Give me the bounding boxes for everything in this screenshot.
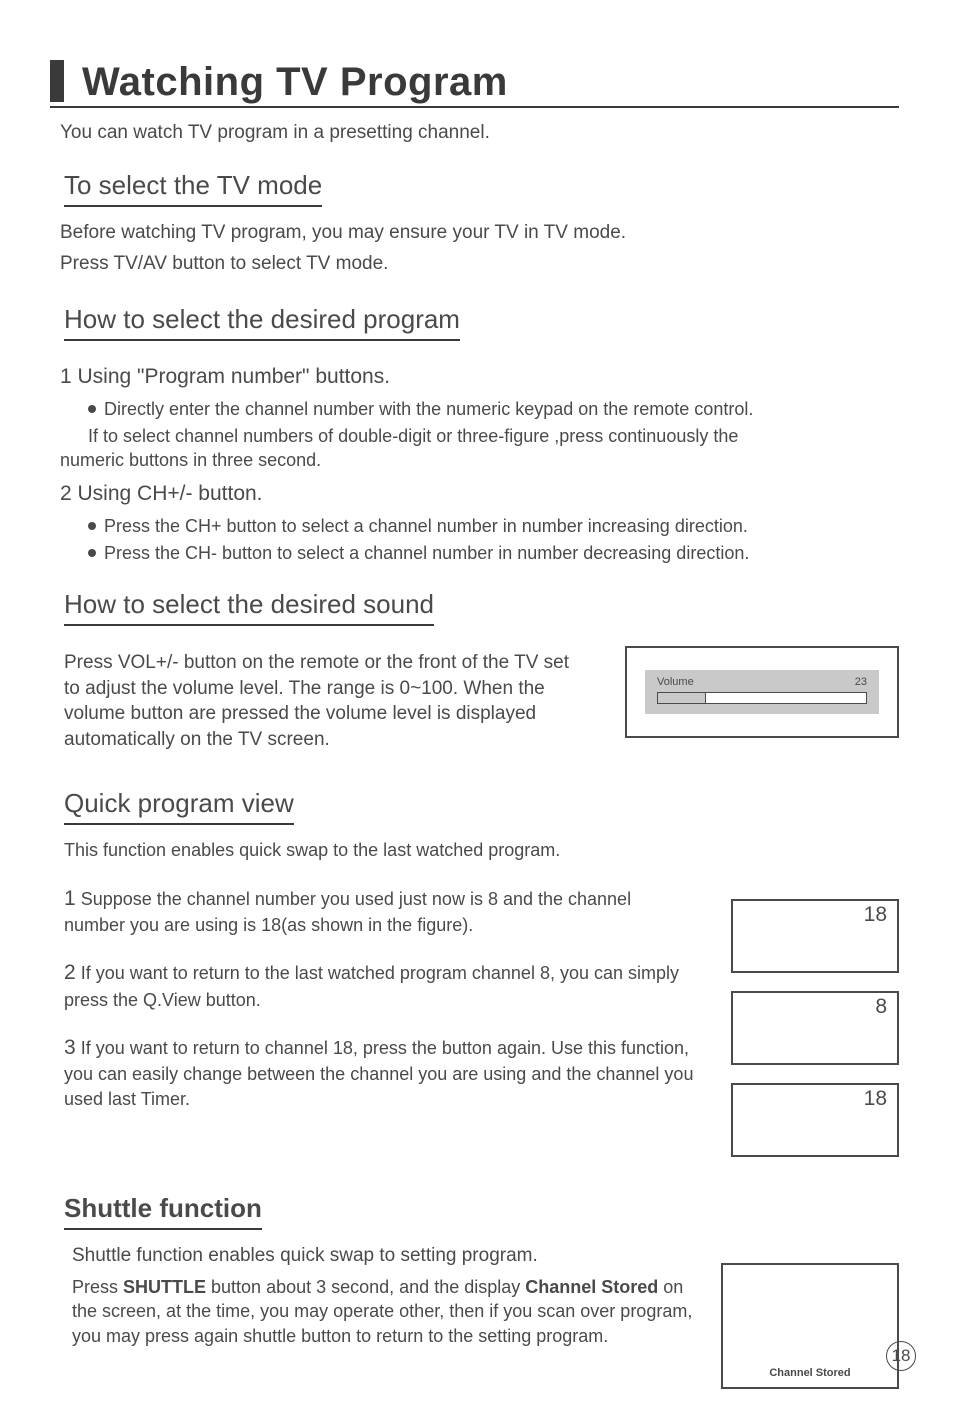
quickview-step-1-num: 1 bbox=[64, 887, 76, 910]
volume-label: Volume bbox=[657, 676, 694, 688]
program-step1-bullet: Directly enter the channel number with t… bbox=[88, 397, 899, 421]
shuttle-body: Press SHUTTLE button about 3 second, and… bbox=[72, 1275, 695, 1348]
section-heading-mode: To select the TV mode bbox=[64, 170, 322, 207]
program-step2-title: 2 Using CH+/- button. bbox=[60, 482, 899, 506]
volume-value: 23 bbox=[855, 676, 867, 688]
quickview-fig-2: 8 bbox=[731, 991, 899, 1065]
quickview-fig-2-channel: 8 bbox=[875, 995, 887, 1019]
quickview-step-3-text: If you want to return to channel 18, pre… bbox=[64, 1038, 693, 1109]
program-step2-bullet-2-text: Press the CH- button to select a channel… bbox=[104, 541, 749, 565]
quickview-step-3: 3 If you want to return to channel 18, p… bbox=[64, 1034, 695, 1111]
quickview-step-2-text: If you want to return to the last watche… bbox=[64, 963, 679, 1009]
volume-figure: Volume 23 bbox=[625, 646, 899, 738]
quickview-text: This function enables quick swap to the … bbox=[64, 839, 695, 1111]
shuttle-figure: Channel Stored bbox=[721, 1263, 899, 1389]
shuttle-figure-label: Channel Stored bbox=[723, 1367, 897, 1379]
quickview-fig-3: 18 bbox=[731, 1083, 899, 1157]
quickview-step-1-text: Suppose the channel number you used just… bbox=[64, 889, 631, 935]
shuttle-body-c: button about 3 second, and the display bbox=[206, 1277, 525, 1297]
shuttle-body-b: SHUTTLE bbox=[123, 1277, 206, 1297]
mode-paragraph-2: Press TV/AV button to select TV mode. bbox=[60, 252, 899, 277]
page-intro: You can watch TV program in a presetting… bbox=[60, 122, 899, 144]
section-heading-quickview: Quick program view bbox=[64, 788, 294, 825]
section-heading-program: How to select the desired program bbox=[64, 304, 460, 341]
quickview-step-3-num: 3 bbox=[64, 1036, 76, 1059]
page-number: 18 bbox=[886, 1341, 916, 1371]
shuttle-body-d: Channel Stored bbox=[525, 1277, 658, 1297]
quickview-step-2: 2 If you want to return to the last watc… bbox=[64, 959, 695, 1012]
quickview-fig-3-channel: 18 bbox=[864, 1087, 887, 1111]
volume-bar-fill bbox=[658, 693, 706, 703]
volume-bar bbox=[657, 692, 867, 704]
bullet-icon bbox=[88, 522, 96, 530]
quickview-step-1: 1 Suppose the channel number you used ju… bbox=[64, 885, 695, 938]
bullet-icon bbox=[88, 405, 96, 413]
mode-paragraph-1: Before watching TV program, you may ensu… bbox=[60, 221, 899, 246]
program-step1-title: 1 Using "Program number" buttons. bbox=[60, 365, 899, 389]
section-heading-sound: How to select the desired sound bbox=[64, 589, 434, 626]
page-title-bar: Watching TV Program bbox=[50, 60, 899, 108]
shuttle-block: Press SHUTTLE button about 3 second, and… bbox=[72, 1275, 899, 1389]
program-step1-bullet-text: Directly enter the channel number with t… bbox=[104, 397, 753, 421]
quickview-intro: This function enables quick swap to the … bbox=[64, 839, 695, 862]
quickview-fig-1: 18 bbox=[731, 899, 899, 973]
title-tab-icon bbox=[50, 60, 64, 102]
shuttle-body-a: Press bbox=[72, 1277, 123, 1297]
bullet-icon bbox=[88, 549, 96, 557]
volume-row: Volume 23 bbox=[657, 676, 867, 688]
program-step1-note-a: If to select channel numbers of double-d… bbox=[88, 424, 899, 448]
quickview-step-2-num: 2 bbox=[64, 961, 76, 984]
program-step2-bullet-1: Press the CH+ button to select a channel… bbox=[88, 514, 899, 538]
section-heading-shuttle: Shuttle function bbox=[64, 1193, 262, 1230]
program-step2-bullet-1-text: Press the CH+ button to select a channel… bbox=[104, 514, 748, 538]
program-step2-bullet-2: Press the CH- button to select a channel… bbox=[88, 541, 899, 565]
sound-body: Press VOL+/- button on the remote or the… bbox=[64, 650, 585, 753]
quickview-block: This function enables quick swap to the … bbox=[64, 839, 899, 1157]
volume-osd-band: Volume 23 bbox=[645, 670, 879, 714]
program-step1-note-b: numeric buttons in three second. bbox=[60, 448, 899, 472]
quickview-figures: 18 8 18 bbox=[731, 839, 899, 1157]
page-title: Watching TV Program bbox=[82, 62, 508, 102]
sound-block: Press VOL+/- button on the remote or the… bbox=[64, 650, 899, 753]
quickview-fig-1-channel: 18 bbox=[864, 903, 887, 927]
